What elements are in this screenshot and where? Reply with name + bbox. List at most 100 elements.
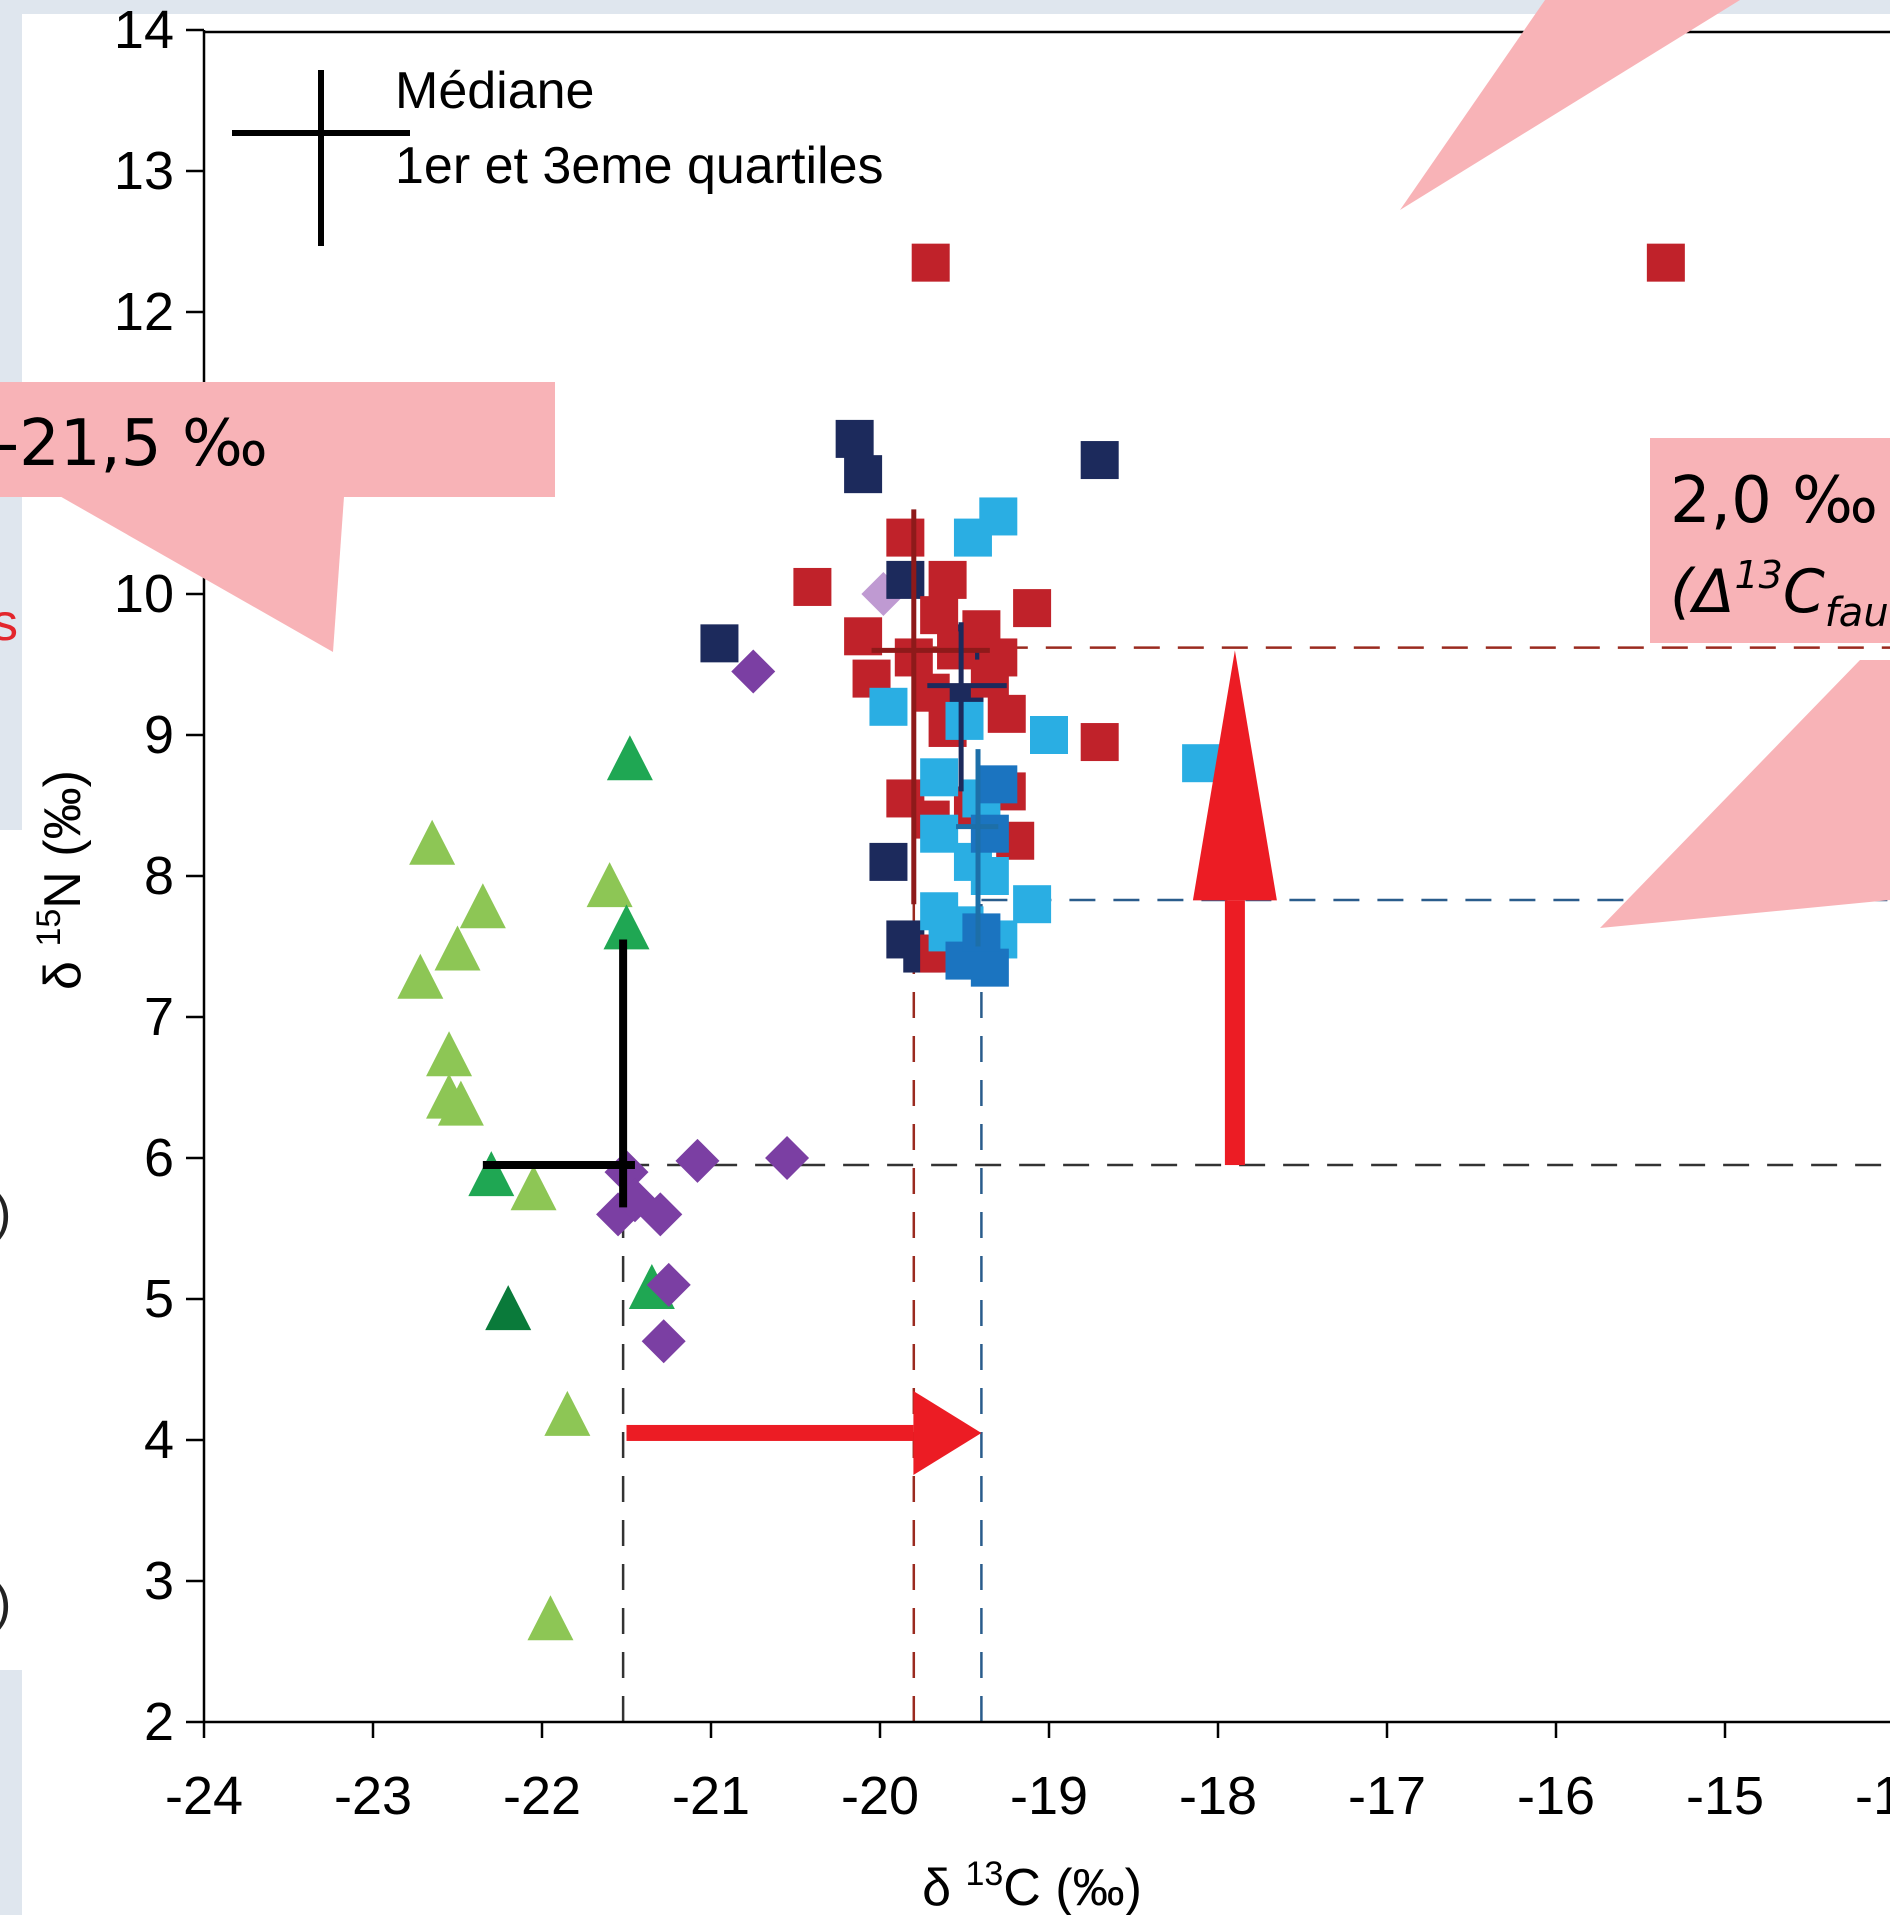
x-tick-label: -17 <box>1348 1766 1426 1826</box>
x-tick-label: -16 <box>1517 1766 1595 1826</box>
point-blue-0 <box>979 765 1018 804</box>
point-red-17 <box>1080 723 1119 762</box>
point-light_green-9 <box>544 1390 591 1436</box>
arrow-shaft-0 <box>626 1424 914 1441</box>
xlabel-text-element: C (‰) <box>1003 1859 1142 1915</box>
ylabel-text-isotope: 15 <box>30 909 68 947</box>
y-tick-label: 10 <box>114 564 174 624</box>
data-points-layer <box>397 243 1685 1641</box>
formula-main: C <box>1783 557 1825 627</box>
point-blue-4 <box>962 913 1001 952</box>
x-tick-label: -19 <box>1010 1766 1088 1826</box>
y-tick-label: 2 <box>144 1692 174 1752</box>
point-purple-7 <box>641 1319 686 1364</box>
point-green-0 <box>606 735 653 781</box>
callout-right-box <box>1650 438 1890 643</box>
callout-top-pointer <box>1400 0 1740 210</box>
point-navy-3 <box>700 624 739 663</box>
formula-superscript: 13 <box>1734 553 1782 597</box>
point-light_green-4 <box>426 1031 473 1077</box>
point-light_blue-11 <box>1013 885 1052 924</box>
x-tick-label: -20 <box>841 1766 919 1826</box>
y-tick-label: 12 <box>114 282 174 342</box>
legend-label-quartiles: 1er et 3eme quartiles <box>395 137 884 195</box>
y-tick-label: 8 <box>144 846 174 906</box>
x-tick-label: -24 <box>165 1766 243 1826</box>
point-red-0 <box>911 243 950 282</box>
point-light_green-1 <box>459 883 506 929</box>
point-navy-2 <box>1080 441 1119 480</box>
arrows-layer <box>626 650 1277 1475</box>
callout-left-value: -21,5 ‰ <box>0 407 268 481</box>
medians-layer <box>482 509 1007 1208</box>
point-light_blue-8 <box>920 814 959 853</box>
point-light_blue-1 <box>953 518 992 557</box>
xlabel-text-isotope: 13 <box>965 1855 1003 1893</box>
y-tick-label: 14 <box>114 0 174 60</box>
point-red-4 <box>928 560 967 599</box>
point-light_green-7 <box>510 1165 557 1211</box>
arrow-head-0 <box>913 1390 982 1475</box>
arrow-head-1 <box>1192 650 1277 901</box>
point-light_blue-6 <box>920 758 959 797</box>
point-light_blue-3 <box>945 701 984 740</box>
point-light_green-8 <box>586 862 633 908</box>
point-light_blue-5 <box>1182 744 1221 783</box>
point-red-1 <box>1646 243 1685 282</box>
point-light_green-0 <box>409 819 456 865</box>
x-tick-label: -21 <box>672 1766 750 1826</box>
y-tick-label: 13 <box>114 141 174 201</box>
point-light_green-3 <box>397 953 444 999</box>
legend-label-median: Médiane <box>395 62 594 120</box>
point-red-13 <box>911 673 950 712</box>
y-tick-label: 9 <box>144 705 174 765</box>
point-light_green-10 <box>527 1595 574 1641</box>
point-red-14 <box>970 659 1009 698</box>
xlabel-text-delta: δ <box>922 1859 965 1915</box>
y-axis-label: δ 15N (‰) <box>30 770 92 990</box>
formula-prefix: (Δ <box>1670 557 1734 627</box>
ylabel-text-delta: δ <box>34 947 92 990</box>
x-tick-label: -18 <box>1179 1766 1257 1826</box>
y-tick-label: 7 <box>144 987 174 1047</box>
point-navy-4 <box>886 560 925 599</box>
left-edge-fragment-2: ) <box>0 1184 11 1242</box>
left-edge-fragment-1: s <box>0 594 18 652</box>
slide-background-left-bottom <box>0 1670 22 1915</box>
point-light_blue-2 <box>869 687 908 726</box>
point-navy-0 <box>835 419 874 458</box>
point-purple-3 <box>638 1192 683 1237</box>
callout-right-value: 2,0 ‰ <box>1670 464 1878 538</box>
left-edge-fragment-3: ) <box>0 1574 11 1632</box>
callout-right-pointer <box>1600 660 1890 928</box>
callout-left-box <box>0 382 555 497</box>
point-red-3 <box>886 518 925 557</box>
point-green-1 <box>603 904 650 950</box>
x-tick-label: -14 <box>1855 1766 1890 1826</box>
x-tick-label: -23 <box>334 1766 412 1826</box>
x-tick-label: -22 <box>503 1766 581 1826</box>
y-tick-label: 5 <box>144 1269 174 1329</box>
point-purple-4 <box>675 1138 720 1183</box>
point-light_blue-4 <box>1030 716 1068 754</box>
legend: Médiane 1er et 3eme quartiles <box>232 62 884 246</box>
point-light_green-2 <box>434 925 481 971</box>
point-light_green-6 <box>437 1080 484 1126</box>
slide-background-top <box>0 0 1890 14</box>
callout-right-formula: (Δ13Cfau <box>1670 553 1889 636</box>
point-green-2 <box>468 1151 515 1197</box>
point-red-7 <box>1013 589 1052 628</box>
point-purple-6 <box>646 1262 691 1307</box>
x-tick-label: -15 <box>1686 1766 1764 1826</box>
point-purple-8 <box>731 649 776 694</box>
ticks-layer: -24 -23 -22 -21 -20 -19 -18 -17 -16 -15 -14 2 3 4 5 6 7 8… <box>114 0 1890 1826</box>
ylabel-text-element: N (‰) <box>34 770 92 909</box>
arrow-shaft-1 <box>1224 900 1245 1166</box>
point-red-5 <box>920 596 959 635</box>
y-tick-label: 3 <box>144 1551 174 1611</box>
point-purple-5 <box>765 1136 810 1180</box>
point-dark_green-0 <box>485 1285 532 1331</box>
y-tick-label: 4 <box>144 1410 174 1470</box>
